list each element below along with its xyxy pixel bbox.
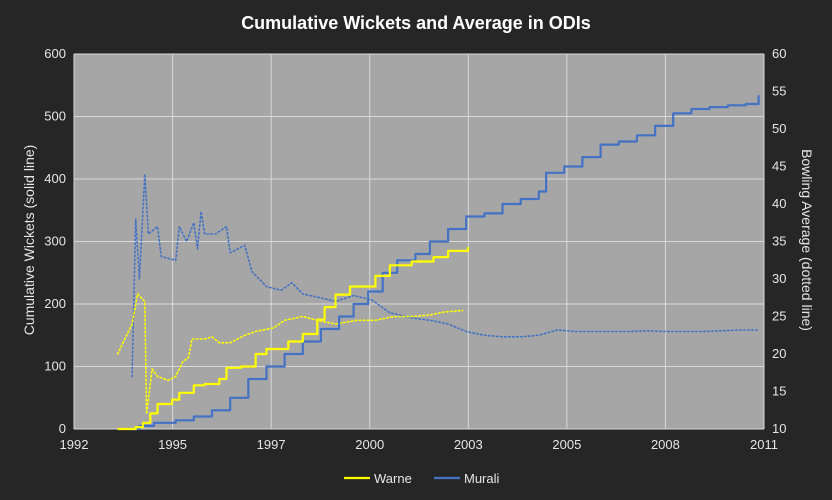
y-left-tick-label: 300 (44, 234, 66, 249)
y-right-tick-label: 20 (772, 346, 786, 361)
y-left-tick-label: 400 (44, 171, 66, 186)
y-right-tick-label: 15 (772, 384, 786, 399)
warne-average-line (116, 293, 464, 415)
series-layer (116, 95, 760, 431)
legend-label-warne: Warne (374, 471, 412, 486)
y-right-tick-label: 35 (772, 234, 786, 249)
y-left-tick-label: 200 (44, 296, 66, 311)
y-left-tick-label: 100 (44, 359, 66, 374)
tick-layer: 0 100 200 300 400 500 600 1992 1995 1997 2000 2003 2… (44, 46, 786, 452)
legend: Warne Murali (344, 471, 500, 486)
chart-title: Cumulative Wickets and Average in ODIs (241, 13, 591, 33)
x-tick-label: 1997 (257, 437, 286, 452)
warne-wickets-line (117, 247, 470, 431)
x-tick-label: 2008 (651, 437, 680, 452)
x-tick-label: 1992 (60, 437, 89, 452)
y-right-tick-label: 10 (772, 421, 786, 436)
x-tick-label: 2011 (750, 437, 778, 452)
y-left-tick-label: 0 (59, 421, 66, 436)
x-tick-label: 2005 (552, 437, 581, 452)
y-right-tick-label: 30 (772, 271, 786, 286)
murali-average-line (131, 173, 760, 378)
x-tick-label: 2003 (454, 437, 483, 452)
left-axis-title: Cumulative Wickets (solid line) (21, 145, 37, 336)
y-right-tick-label: 60 (772, 46, 786, 61)
right-axis-title: Bowling Average (dotted line) (799, 149, 815, 331)
y-right-tick-label: 50 (772, 121, 786, 136)
y-left-tick-label: 600 (44, 46, 66, 61)
murali-wickets-line (128, 95, 760, 431)
y-right-tick-label: 40 (772, 196, 786, 211)
y-right-tick-label: 25 (772, 309, 786, 324)
y-right-tick-label: 55 (772, 84, 786, 99)
y-right-tick-label: 45 (772, 159, 786, 174)
legend-label-murali: Murali (464, 471, 500, 486)
grid-layer (73, 53, 765, 430)
x-tick-label: 2000 (355, 437, 384, 452)
y-left-tick-label: 500 (44, 109, 66, 124)
x-tick-label: 1995 (158, 437, 187, 452)
